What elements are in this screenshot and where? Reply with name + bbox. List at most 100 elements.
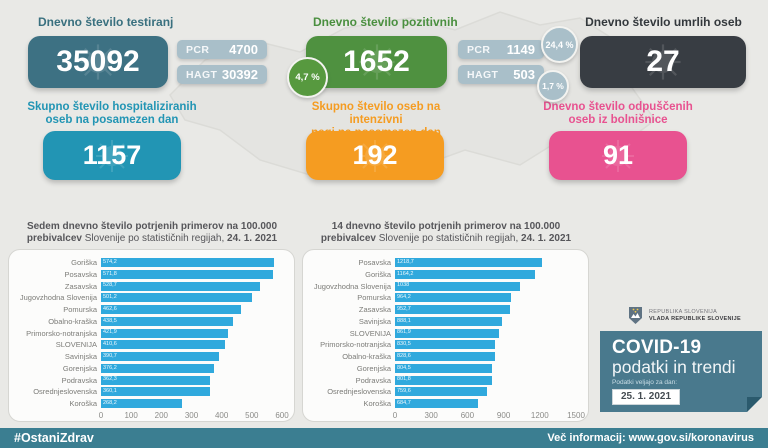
chart-14day-incidence: Posavska 1218,7 Goriška 1164,2 Jugovzhodna S… <box>302 249 589 422</box>
bar-value-label: 759,6 <box>397 388 411 394</box>
chart-row: Goriška 574,2 <box>17 258 282 267</box>
gov-line2: VLADA REPUBLIKE SLOVENIJE <box>649 315 741 322</box>
bar: 421,9 <box>101 328 229 338</box>
bar: 574,2 <box>101 258 275 267</box>
chart-row: Gorenjska 376,2 <box>17 363 282 373</box>
bar-value-label: 438,5 <box>103 317 117 324</box>
bar-track: 830,5 <box>395 340 576 350</box>
region-label: Primorsko-notranjska <box>320 340 391 350</box>
chart-row: Posavska 1218,7 <box>311 258 576 267</box>
region-label: Osrednjeslovenska <box>33 387 97 397</box>
bar-value-label: 390,7 <box>103 352 117 359</box>
bar-value-label: 828,6 <box>397 352 411 359</box>
bar-value-label: 410,6 <box>103 341 117 347</box>
chart-row: Podravska 801,8 <box>311 375 576 385</box>
bar-track: 684,7 <box>395 399 576 408</box>
bar-value-label: 801,8 <box>397 376 411 383</box>
hagt-positive-share-badge: 1,7 % <box>537 70 569 102</box>
chart-row: Pomurska 462,6 <box>17 305 282 314</box>
tested-card-label: Dnevno število testiranj <box>38 15 174 29</box>
label-line: oseb iz bolnišnice <box>568 114 668 126</box>
pcr-label: PCR <box>467 43 491 56</box>
bar: 801,8 <box>395 375 492 385</box>
bar-track: 574,2 <box>101 258 282 267</box>
bar-value-label: 684,7 <box>397 399 411 406</box>
axis-tick-label: 1500 <box>567 411 585 420</box>
bar-value-label: 528,7 <box>103 282 117 289</box>
bar: 861,9 <box>395 328 499 338</box>
region-label: Obalno-kraška <box>342 352 391 361</box>
chart-title-bold: 14 dnevno število potrjenih primerov na … <box>320 221 561 244</box>
bar-value-label: 804,5 <box>397 364 411 371</box>
slovenia-coat-of-arms-icon <box>629 307 642 324</box>
bar: 1218,7 <box>395 258 543 267</box>
bar-value-label: 462,6 <box>103 305 117 312</box>
chart-row: Gorenjska 804,5 <box>311 363 576 373</box>
deaths-value-box: 27 <box>580 36 746 88</box>
chart-x-axis: 0 300 600 900 1200 1500 <box>393 411 585 422</box>
bar: 438,5 <box>101 316 234 326</box>
chart-row: Posavska 571,8 <box>17 269 282 279</box>
bar: 362,3 <box>101 375 211 385</box>
region-label: SLOVENIJA <box>349 328 391 338</box>
chart-title-regular: Slovenije po statističnih regijah, <box>378 233 519 244</box>
bar-track: 501,2 <box>101 293 282 303</box>
region-label: Zasavska <box>64 281 97 291</box>
bar-track: 362,3 <box>101 375 282 385</box>
bar-track: 828,6 <box>395 352 576 361</box>
chart-row: Obalno-kraška 828,6 <box>311 352 576 361</box>
bar: 268,2 <box>101 399 182 408</box>
bar: 1164,2 <box>395 269 536 279</box>
chart-14day-title: 14 dnevno število potrjenih primerov na … <box>312 221 580 245</box>
chart-7day-incidence: Goriška 574,2 Posavska 571,8 Zasavska 528,7 Ju… <box>8 249 295 422</box>
positive-share-badge: 4,7 % <box>287 57 328 98</box>
region-label: Posavska <box>358 258 391 267</box>
chart-title-date: 24. 1. 2021 <box>227 233 278 244</box>
bar-value-label: 268,2 <box>103 399 117 406</box>
bar: 830,5 <box>395 340 496 350</box>
chart-row: Podravska 362,3 <box>17 375 282 385</box>
chart-row: Koroška 684,7 <box>311 399 576 408</box>
tested-value-box: 35092 <box>28 36 168 88</box>
chart-row: Zasavska 528,7 <box>17 281 282 291</box>
label-line: oseb na posamezen dan <box>45 114 179 126</box>
chart-row: Primorsko-notranjska 830,5 <box>311 340 576 350</box>
covid-date-label: Podatki veljajo za dan: <box>612 379 678 386</box>
bar-value-label: 861,9 <box>397 329 411 336</box>
region-label: Savinjska <box>358 316 391 326</box>
region-label: Koroška <box>363 399 391 408</box>
chart-row: Jugovzhodna Slovenija 1038 <box>311 281 576 291</box>
tested-value: 35092 <box>56 45 140 78</box>
bar-track: 571,8 <box>101 269 282 279</box>
bar-value-label: 376,2 <box>103 364 117 371</box>
hagt-label: HAGT <box>186 68 218 81</box>
bar: 964,2 <box>395 293 512 303</box>
bar: 888,1 <box>395 316 503 326</box>
icu-value-box: 192 <box>306 131 444 180</box>
positive-value-box: 1652 <box>306 36 447 88</box>
covid-date-value: 25. 1. 2021 <box>612 389 680 405</box>
bar-value-label: 362,3 <box>103 376 117 383</box>
government-branding: REPUBLIKA SLOVENIJA VLADA REPUBLIKE SLOV… <box>628 306 741 325</box>
bar: 804,5 <box>395 363 493 373</box>
bar-track: 462,6 <box>101 305 282 314</box>
axis-tick-label: 1200 <box>530 411 549 420</box>
axis-tick-label: 300 <box>424 411 438 420</box>
region-label: Posavska <box>64 269 97 279</box>
bar-track: 1164,2 <box>395 269 576 279</box>
axis-tick-label: 300 <box>184 411 199 420</box>
bar-value-label: 360,1 <box>103 388 117 394</box>
bar-value-label: 1038 <box>397 282 410 289</box>
positive-pcr-badge: PCR 1149 <box>458 40 544 59</box>
icu-value: 192 <box>352 140 398 170</box>
pcr-positive-share-badge: 24,4 % <box>541 26 578 63</box>
chart-row: Savinjska 888,1 <box>311 316 576 326</box>
deaths-card-label: Dnevno število umrlih oseb <box>585 15 742 29</box>
bar-track: 421,9 <box>101 328 282 338</box>
hagt-label: HAGT <box>467 68 499 81</box>
region-label: Koroška <box>69 399 97 408</box>
chart-title-date: 24. 1. 2021 <box>521 233 572 244</box>
bar: 462,6 <box>101 305 241 314</box>
chart-row: Pomurska 964,2 <box>311 293 576 303</box>
covid-card-subtitle: podatki in trendi <box>612 357 736 377</box>
